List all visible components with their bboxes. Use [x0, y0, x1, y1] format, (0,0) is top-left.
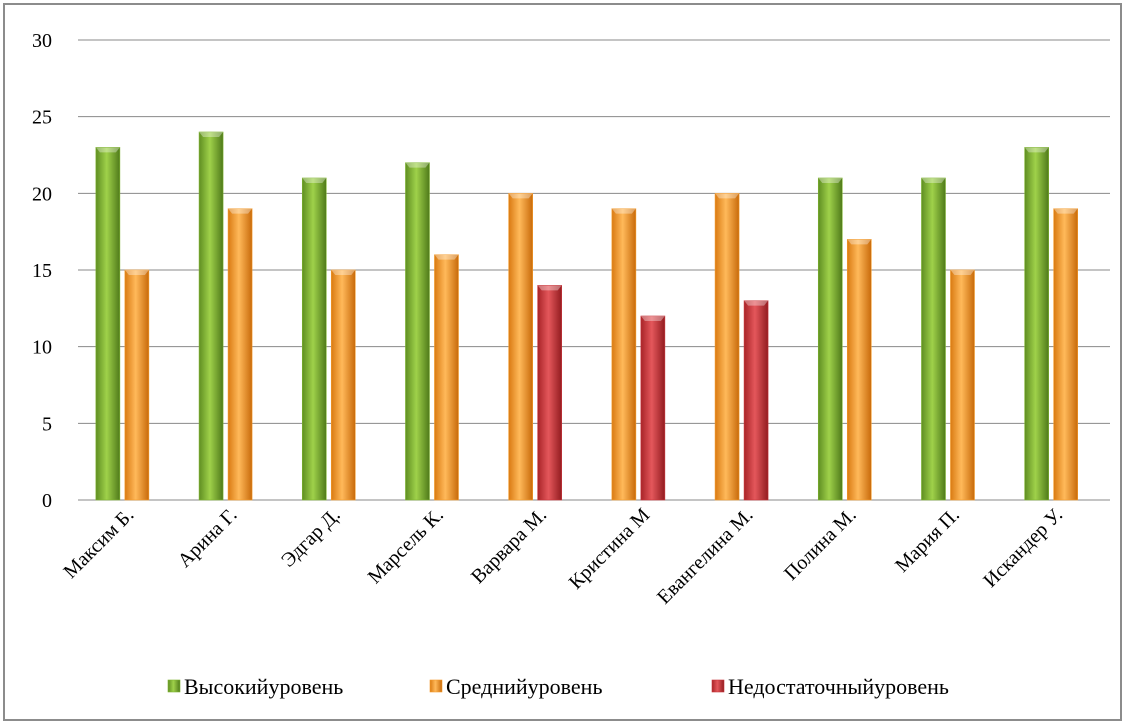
bar-body — [537, 285, 562, 501]
bar-bevel — [124, 270, 149, 275]
bar-body — [921, 177, 946, 501]
bar — [743, 300, 769, 501]
bar — [817, 177, 843, 501]
bar-body — [95, 147, 121, 501]
bar-bevel — [818, 178, 843, 183]
y-tick-label: 25 — [32, 107, 52, 129]
bar-body — [301, 177, 327, 501]
x-tick-label: Мария П. — [891, 504, 964, 577]
bar-body — [434, 254, 459, 501]
bar — [198, 131, 224, 501]
y-tick-label: 30 — [32, 30, 52, 52]
y-tick-label: 10 — [32, 337, 52, 359]
x-tick-label: Искандер У. — [979, 504, 1067, 592]
bar — [95, 147, 121, 501]
bar — [537, 285, 562, 501]
bar-body — [227, 208, 253, 501]
bar-bevel — [508, 193, 533, 199]
bar — [434, 254, 459, 501]
bar-bevel — [744, 300, 769, 306]
legend-label: Недостаточныйуровень — [728, 674, 949, 699]
x-tick-label: Кристина М — [565, 504, 655, 594]
bar-body — [330, 269, 356, 501]
bar-body — [611, 208, 637, 501]
legend: Высокийуровень Среднийуровень Недостаточны… — [167, 674, 949, 699]
bar — [301, 177, 327, 501]
bar — [124, 269, 150, 501]
bar-body — [198, 131, 224, 501]
bar-body — [124, 269, 150, 501]
bar-body — [817, 177, 843, 501]
bar-bevel — [228, 208, 253, 214]
y-tick-label: 0 — [42, 490, 52, 512]
bar — [611, 208, 637, 501]
bar — [640, 315, 666, 501]
bar-bevel — [1024, 147, 1049, 153]
y-tick-label: 20 — [32, 183, 52, 205]
bar-bevel — [537, 285, 562, 291]
bar — [950, 269, 975, 501]
x-tick-label: Арина Г. — [174, 504, 242, 572]
bar-body — [743, 300, 769, 501]
legend-label: Среднийуровень — [446, 674, 603, 699]
bar — [227, 208, 253, 501]
bar — [846, 239, 872, 501]
bar-bevel — [611, 208, 636, 214]
x-tick-label: Марсель К. — [364, 504, 448, 588]
bar-bevel — [199, 132, 224, 137]
bar-bevel — [405, 162, 430, 168]
bar-bevel — [950, 270, 975, 275]
y-tick-label: 5 — [42, 413, 52, 435]
bar-bevel — [847, 239, 872, 245]
bar-bevel — [331, 270, 356, 275]
x-tick-label: Варвара М. — [467, 504, 551, 588]
bar-body — [714, 193, 740, 501]
bar-body — [508, 193, 533, 501]
bar-bevel — [715, 193, 740, 199]
bar-body — [1024, 147, 1049, 501]
x-tick-label: Евангелина М. — [653, 504, 758, 609]
bar — [508, 193, 533, 501]
x-tick-label: Эдгар Д. — [277, 504, 345, 572]
legend-swatch — [167, 679, 181, 693]
y-tick-label: 15 — [32, 260, 52, 282]
bar — [330, 269, 356, 501]
bar-body — [950, 269, 975, 501]
bar-bevel — [921, 178, 946, 183]
bar — [921, 177, 946, 501]
bar — [1053, 208, 1078, 501]
bar-bevel — [434, 254, 459, 260]
legend-swatch — [429, 679, 443, 693]
bar-bevel — [640, 316, 665, 321]
bar-bevel — [1053, 208, 1078, 214]
bar — [714, 193, 740, 501]
x-tick-label: Максим Б. — [59, 504, 138, 583]
bar-body — [846, 239, 872, 501]
bar-body — [640, 315, 666, 501]
bar — [405, 162, 430, 501]
bar-body — [1053, 208, 1078, 501]
legend-label: Высокийуровень — [184, 674, 343, 699]
bar — [1024, 147, 1049, 501]
legend-swatch — [711, 679, 725, 693]
bar-body — [405, 162, 430, 501]
x-tick-label: Полина М. — [780, 504, 861, 585]
bar-bevel — [302, 178, 327, 183]
bar-bevel — [95, 147, 120, 153]
